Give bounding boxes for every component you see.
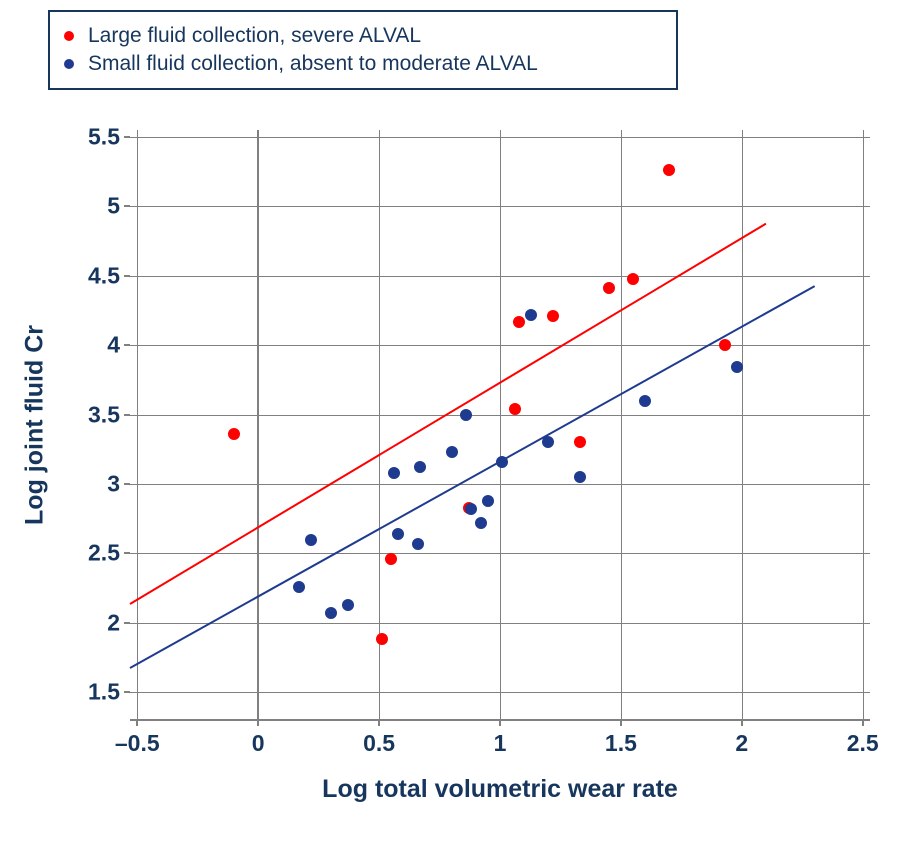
data-point-severe — [663, 164, 675, 176]
legend: Large fluid collection, severe ALVAL Smal… — [48, 10, 678, 90]
data-point-moderate — [460, 409, 472, 421]
y-tick — [124, 414, 130, 416]
y-tick-label: 3 — [60, 471, 120, 498]
data-point-moderate — [305, 534, 317, 546]
gridline-vertical — [137, 130, 138, 720]
y-tick — [124, 483, 130, 485]
data-point-moderate — [446, 446, 458, 458]
data-point-severe — [228, 428, 240, 440]
y-tick — [124, 205, 130, 207]
trend-line-moderate — [130, 286, 815, 670]
data-point-moderate — [412, 538, 424, 550]
data-point-moderate — [388, 467, 400, 479]
data-point-severe — [376, 633, 388, 645]
legend-label: Large fluid collection, severe ALVAL — [88, 24, 421, 48]
y-tick — [124, 622, 130, 624]
y-tick-label: 5 — [60, 193, 120, 220]
x-axis-title: Log total volumetric wear rate — [322, 775, 678, 804]
x-tick-label: –0.5 — [115, 730, 160, 757]
data-point-moderate — [542, 436, 554, 448]
data-point-severe — [627, 273, 639, 285]
y-tick-label: 2.5 — [60, 540, 120, 567]
x-tick-label: 0.5 — [363, 730, 395, 757]
y-tick — [124, 691, 130, 693]
y-tick-label: 4.5 — [60, 262, 120, 289]
gridline-vertical — [500, 130, 501, 720]
data-point-moderate — [293, 581, 305, 593]
data-point-severe — [513, 316, 525, 328]
data-point-severe — [509, 403, 521, 415]
y-tick — [124, 136, 130, 138]
data-point-moderate — [414, 461, 426, 473]
data-point-moderate — [639, 395, 651, 407]
legend-label: Small fluid collection, absent to modera… — [88, 52, 538, 76]
legend-marker — [64, 31, 74, 41]
y-tick — [124, 552, 130, 554]
y-tick-label: 2 — [60, 609, 120, 636]
y-axis-title: Log joint fluid Cr — [21, 325, 50, 525]
data-point-moderate — [574, 471, 586, 483]
data-point-severe — [574, 436, 586, 448]
data-point-moderate — [475, 517, 487, 529]
y-tick-label: 4 — [60, 332, 120, 359]
gridline-vertical — [863, 130, 864, 720]
y-tick-label: 5.5 — [60, 123, 120, 150]
figure-root: Large fluid collection, severe ALVAL Smal… — [0, 0, 924, 850]
gridline-vertical — [621, 130, 622, 720]
y-tick-label: 3.5 — [60, 401, 120, 428]
x-tick-label: 1.5 — [605, 730, 637, 757]
data-point-moderate — [342, 599, 354, 611]
data-point-severe — [547, 310, 559, 322]
y-tick — [124, 275, 130, 277]
legend-marker — [64, 59, 74, 69]
gridline-vertical — [742, 130, 743, 720]
data-point-moderate — [731, 361, 743, 373]
y-tick — [124, 344, 130, 346]
x-tick-label: 0 — [252, 730, 265, 757]
x-tick-label: 1 — [494, 730, 507, 757]
data-point-moderate — [482, 495, 494, 507]
data-point-moderate — [496, 456, 508, 468]
legend-item: Small fluid collection, absent to modera… — [64, 52, 662, 76]
data-point-severe — [385, 553, 397, 565]
y-tick-label: 1.5 — [60, 679, 120, 706]
data-point-severe — [719, 339, 731, 351]
data-point-moderate — [465, 503, 477, 515]
data-point-moderate — [325, 607, 337, 619]
legend-item: Large fluid collection, severe ALVAL — [64, 24, 662, 48]
chart-area: 1.522.533.544.555.5–0.500.511.522.5 — [130, 130, 870, 720]
data-point-moderate — [392, 528, 404, 540]
gridline-vertical — [379, 130, 380, 720]
x-tick-label: 2.5 — [847, 730, 879, 757]
x-tick-label: 2 — [735, 730, 748, 757]
y-axis-line — [257, 130, 259, 720]
data-point-severe — [603, 282, 615, 294]
data-point-moderate — [525, 309, 537, 321]
x-axis-line — [130, 719, 870, 721]
